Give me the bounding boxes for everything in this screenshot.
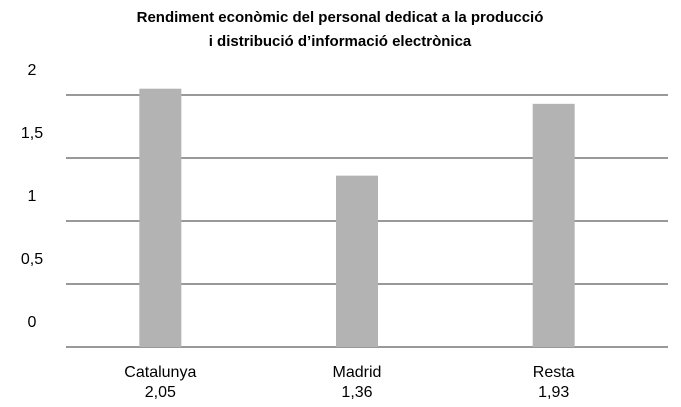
bar [139, 88, 182, 347]
value-label: 2,05 [145, 384, 176, 401]
bar [336, 175, 378, 347]
bar [532, 103, 575, 347]
y-tick-label: 2 [28, 62, 37, 79]
y-tick-label: 0,5 [21, 251, 43, 268]
y-tick-label: 0 [28, 314, 37, 331]
chart-title: i distribució d’informació electrònica [209, 33, 472, 50]
x-tick-label: Catalunya [124, 364, 196, 381]
x-tick-label: Madrid [333, 364, 382, 381]
value-label: 1,36 [341, 384, 372, 401]
chart-title: Rendiment econòmic del personal dedicat … [137, 9, 544, 26]
x-tick-label: Resta [533, 364, 575, 381]
y-tick-label: 1,5 [21, 125, 43, 142]
value-label: 1,93 [538, 384, 569, 401]
y-tick-label: 1 [28, 188, 37, 205]
